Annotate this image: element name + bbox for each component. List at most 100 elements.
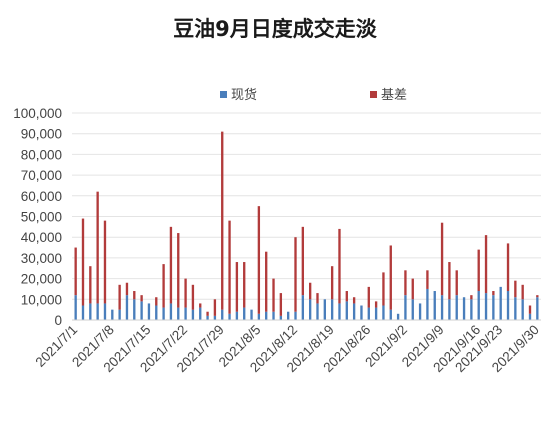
bar-spot	[243, 307, 246, 320]
bar-spot	[440, 295, 444, 320]
bar-basis	[484, 235, 488, 294]
bar-basis	[506, 243, 510, 292]
bar-basis	[411, 278, 414, 300]
y-tick-label: 90,000	[21, 127, 62, 142]
bar-spot	[536, 297, 539, 320]
bar-spot	[279, 315, 283, 320]
y-tick-label: 20,000	[21, 272, 62, 287]
bar-basis	[338, 228, 341, 304]
bar-basis	[404, 270, 407, 296]
bar-basis	[199, 303, 202, 308]
bar-basis	[514, 280, 517, 298]
bar-spot	[191, 309, 195, 320]
bar-basis	[89, 266, 92, 304]
bar-spot	[89, 303, 92, 320]
bar-spot	[213, 315, 217, 320]
bar-basis	[448, 262, 451, 300]
y-axis-ticks: 0 10,000 20,000 30,000 40,000 50,000 60,000 70,…	[13, 106, 62, 328]
bar-spot	[162, 307, 165, 320]
legend-label-basis: 基差	[381, 88, 407, 103]
bar-basis	[272, 278, 275, 312]
bar-spot	[418, 303, 422, 320]
bar-basis	[521, 284, 524, 300]
bar-spot	[433, 291, 436, 320]
bar-spot	[74, 295, 77, 320]
legend: 现货 基差	[220, 87, 407, 103]
bar-spot	[470, 299, 473, 320]
bar-basis	[74, 247, 77, 296]
bar-spot	[308, 299, 312, 320]
bar-spot	[404, 295, 407, 320]
bar-spot	[81, 305, 85, 320]
bar-spot	[125, 295, 129, 320]
bar-spot	[374, 307, 378, 320]
bar-basis	[140, 295, 143, 302]
y-tick-label: 50,000	[21, 210, 62, 225]
bar-spot	[250, 309, 253, 320]
bar-spot	[411, 299, 414, 320]
bar-basis	[155, 297, 158, 306]
bar-spot	[206, 315, 209, 320]
legend-swatch-basis	[370, 91, 377, 98]
bar-spot	[140, 301, 143, 320]
bar-spot	[367, 307, 370, 320]
bar-spot	[155, 305, 158, 320]
bar-spot	[272, 311, 275, 320]
bar-spot	[360, 305, 363, 320]
bar-basis	[345, 291, 348, 302]
bar-spot	[396, 313, 400, 320]
bar-spot	[506, 291, 510, 320]
bar-spot	[133, 299, 136, 320]
bar-spot	[199, 307, 202, 320]
bar-spot	[338, 303, 341, 320]
x-axis-ticks: 2021/7/12021/7/82021/7/152021/7/222021/7…	[33, 322, 542, 375]
bar-basis	[257, 206, 261, 314]
bar-basis	[133, 291, 136, 300]
bar-basis	[265, 251, 268, 312]
y-tick-label: 100,000	[13, 106, 62, 121]
bar-spot	[257, 313, 261, 320]
bar-spot	[228, 313, 231, 320]
chart-title: 豆油9月日度成交走淡	[173, 17, 378, 41]
bar-spot	[352, 303, 356, 320]
bar-basis	[389, 245, 392, 310]
bar-spot	[345, 301, 348, 320]
bar-basis	[243, 262, 246, 308]
bar-spot	[184, 307, 187, 320]
bar-spot	[382, 305, 385, 320]
bar-basis	[235, 262, 239, 312]
bar-spot	[389, 309, 392, 320]
bar-basis	[191, 284, 195, 310]
bar-basis	[184, 278, 187, 308]
bar-basis	[96, 191, 99, 304]
bar-basis	[330, 266, 334, 300]
y-tick-label: 10,000	[21, 292, 62, 307]
bar-basis	[536, 295, 539, 298]
bar-basis	[528, 305, 532, 314]
bar-spot	[316, 303, 319, 320]
bar-spot	[514, 297, 517, 320]
bar-basis	[206, 311, 209, 316]
bar-spot	[103, 303, 107, 320]
bar-spot	[426, 288, 429, 320]
bar-spot	[118, 309, 121, 320]
bar-spot	[448, 299, 451, 320]
bar-spot	[221, 309, 224, 320]
bar-basis	[125, 282, 129, 296]
bar-spot	[492, 295, 495, 320]
bar-basis	[382, 272, 385, 306]
bar-basis	[162, 264, 165, 308]
bar-spot	[528, 313, 532, 320]
bar-basis	[221, 131, 224, 310]
bar-basis	[455, 270, 458, 296]
bar-basis	[440, 222, 444, 296]
bar-spot	[111, 309, 114, 320]
legend-label-spot: 现货	[231, 87, 257, 103]
bar-spot	[455, 295, 458, 320]
y-tick-label: 40,000	[21, 230, 62, 245]
y-tick-label: 30,000	[21, 251, 62, 266]
bar-basis	[228, 220, 231, 314]
legend-swatch-spot	[220, 91, 227, 98]
bar-basis	[470, 295, 473, 300]
